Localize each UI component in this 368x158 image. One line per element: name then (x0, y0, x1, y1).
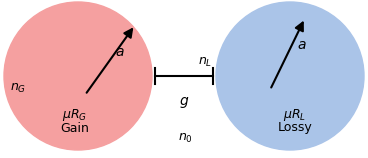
Circle shape (216, 2, 364, 150)
Text: $\mu R_L$: $\mu R_L$ (283, 107, 307, 123)
Text: Lossy: Lossy (277, 122, 312, 134)
Circle shape (4, 2, 152, 150)
Text: $n_L$: $n_L$ (198, 55, 212, 69)
Text: $a$: $a$ (297, 38, 307, 52)
Text: $a$: $a$ (115, 45, 125, 59)
Text: $n_0$: $n_0$ (177, 131, 192, 145)
Text: $n_G$: $n_G$ (10, 82, 26, 94)
Text: $\mu R_G$: $\mu R_G$ (63, 107, 88, 123)
Text: Gain: Gain (61, 122, 89, 134)
Text: $g$: $g$ (179, 95, 189, 110)
